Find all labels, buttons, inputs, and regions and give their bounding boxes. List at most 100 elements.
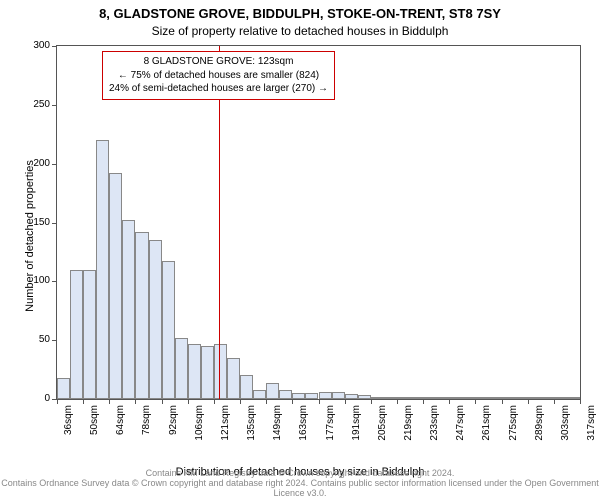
y-tick	[52, 223, 57, 224]
x-tick-label: 219sqm	[403, 405, 414, 445]
histogram-bar	[201, 346, 214, 399]
x-tick	[188, 399, 189, 404]
page-title: 8, GLADSTONE GROVE, BIDDULPH, STOKE-ON-T…	[0, 6, 600, 21]
x-tick	[449, 399, 450, 404]
x-tick	[345, 399, 346, 404]
histogram-bar	[541, 397, 554, 399]
x-tick	[83, 399, 84, 404]
x-tick-label: 303sqm	[560, 405, 571, 445]
histogram-bar	[371, 397, 384, 399]
histogram-bar	[462, 397, 475, 399]
y-tick	[52, 46, 57, 47]
x-tick-label: 149sqm	[272, 405, 283, 445]
y-tick-label: 50	[39, 334, 50, 345]
histogram-bar	[502, 397, 515, 399]
x-tick-label: 106sqm	[194, 405, 205, 445]
histogram-bar	[319, 392, 332, 399]
page-subtitle: Size of property relative to detached ho…	[0, 24, 600, 38]
histogram-bar	[332, 392, 345, 399]
y-tick-label: 300	[33, 40, 50, 51]
x-tick-label: 92sqm	[168, 405, 179, 445]
y-tick-label: 100	[33, 275, 50, 286]
chart-container: 8, GLADSTONE GROVE, BIDDULPH, STOKE-ON-T…	[0, 0, 600, 500]
x-tick	[292, 399, 293, 404]
x-tick	[240, 399, 241, 404]
histogram-bar	[175, 338, 188, 399]
histogram-bar	[515, 397, 528, 399]
histogram-bar	[554, 397, 567, 399]
x-tick	[371, 399, 372, 404]
histogram-bar	[214, 344, 227, 399]
histogram-bar	[135, 232, 148, 399]
x-tick	[397, 399, 398, 404]
histogram-bar	[83, 270, 96, 399]
histogram-bar	[57, 378, 70, 399]
x-tick	[475, 399, 476, 404]
histogram-bar	[567, 397, 580, 399]
x-tick-label: 121sqm	[220, 405, 231, 445]
footer-credits: Contains HM Land Registry data © Crown c…	[0, 468, 600, 498]
x-tick	[554, 399, 555, 404]
histogram-bar	[528, 397, 541, 399]
plot-area: 05010015020025030036sqm50sqm64sqm78sqm92…	[56, 45, 581, 400]
histogram-bar	[305, 393, 318, 399]
footer-line2: Contains Ordnance Survey data © Crown co…	[1, 478, 598, 498]
annot-line2: ← 75% of detached houses are smaller (82…	[109, 69, 328, 83]
histogram-bar	[384, 397, 397, 399]
y-tick	[52, 164, 57, 165]
y-tick-label: 150	[33, 217, 50, 228]
histogram-bar	[449, 397, 462, 399]
x-tick	[135, 399, 136, 404]
x-tick	[528, 399, 529, 404]
x-tick-label: 135sqm	[246, 405, 257, 445]
y-tick	[52, 281, 57, 282]
y-tick	[52, 340, 57, 341]
x-tick	[214, 399, 215, 404]
histogram-bar	[292, 393, 305, 399]
x-tick-label: 247sqm	[455, 405, 466, 445]
histogram-bar	[162, 261, 175, 399]
x-tick-label: 163sqm	[298, 405, 309, 445]
histogram-bar	[488, 397, 501, 399]
x-tick-label: 177sqm	[325, 405, 336, 445]
x-tick-label: 64sqm	[115, 405, 126, 445]
x-tick-label: 50sqm	[89, 405, 100, 445]
histogram-bar	[227, 358, 240, 399]
annot-line3: 24% of semi-detached houses are larger (…	[109, 82, 328, 96]
y-tick-label: 200	[33, 158, 50, 169]
x-tick	[57, 399, 58, 404]
x-tick-label: 275sqm	[508, 405, 519, 445]
y-tick-label: 250	[33, 99, 50, 110]
x-tick	[266, 399, 267, 404]
histogram-bar	[345, 394, 358, 399]
x-tick-label: 78sqm	[141, 405, 152, 445]
x-tick-label: 289sqm	[534, 405, 545, 445]
histogram-bar	[253, 390, 266, 399]
histogram-bar	[266, 383, 279, 399]
x-tick	[423, 399, 424, 404]
annot-line1: 8 GLADSTONE GROVE: 123sqm	[109, 55, 328, 69]
x-tick-label: 191sqm	[351, 405, 362, 445]
histogram-bar	[109, 173, 122, 399]
annotation-box: 8 GLADSTONE GROVE: 123sqm← 75% of detach…	[102, 51, 335, 100]
x-tick	[502, 399, 503, 404]
x-tick-label: 36sqm	[63, 405, 74, 445]
x-tick-label: 233sqm	[429, 405, 440, 445]
histogram-bar	[122, 220, 135, 399]
histogram-bar	[240, 375, 253, 399]
histogram-bar	[397, 397, 410, 399]
histogram-bar	[149, 240, 162, 399]
histogram-bar	[188, 344, 201, 399]
x-tick-label: 317sqm	[586, 405, 597, 445]
histogram-bar	[358, 395, 371, 399]
histogram-bar	[279, 390, 292, 399]
histogram-bar	[423, 397, 436, 399]
x-tick	[162, 399, 163, 404]
histogram-bar	[475, 397, 488, 399]
x-tick	[109, 399, 110, 404]
x-tick	[319, 399, 320, 404]
y-tick-label: 0	[44, 393, 50, 404]
x-tick	[580, 399, 581, 404]
histogram-bar	[410, 397, 423, 399]
x-tick-label: 205sqm	[377, 405, 388, 445]
